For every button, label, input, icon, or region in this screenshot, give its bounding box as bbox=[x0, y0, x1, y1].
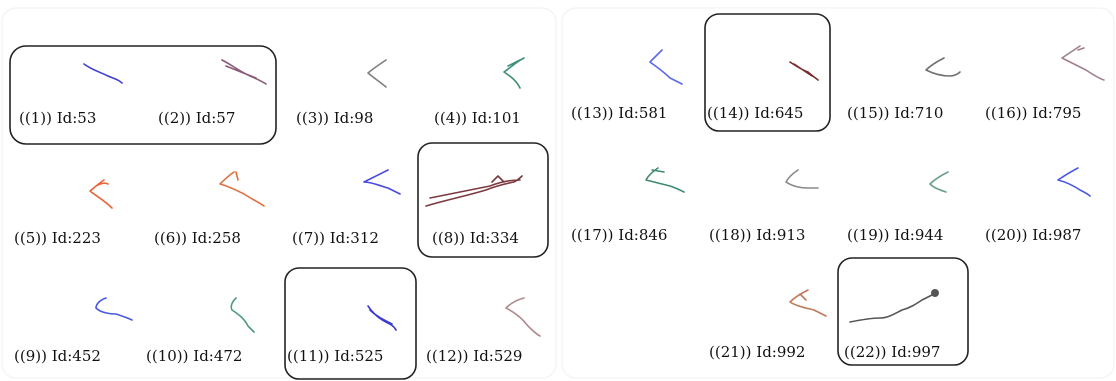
caption-14: ((14)) Id:645 bbox=[707, 104, 804, 122]
trajectory-2 bbox=[221, 59, 267, 85]
highlight-box-item-14 bbox=[704, 13, 831, 132]
trajectory-1 bbox=[83, 63, 123, 84]
caption-9: ((9)) Id:452 bbox=[14, 347, 101, 365]
caption-7: ((7)) Id:312 bbox=[292, 229, 379, 247]
caption-17: ((17)) Id:846 bbox=[571, 226, 668, 244]
left-panel-frame bbox=[1, 7, 557, 379]
caption-22: ((22)) Id:997 bbox=[844, 343, 941, 361]
caption-19: ((19)) Id:944 bbox=[847, 226, 944, 244]
trajectory-10 bbox=[230, 297, 255, 333]
caption-15: ((15)) Id:710 bbox=[847, 104, 944, 122]
caption-20: ((20)) Id:987 bbox=[985, 226, 1082, 244]
trajectory-9 bbox=[95, 297, 133, 321]
trajectory-16 bbox=[1061, 45, 1105, 81]
trajectory-3 bbox=[367, 59, 387, 88]
caption-8: ((8)) Id:334 bbox=[432, 229, 519, 247]
trajectory-13 bbox=[649, 49, 683, 85]
trajectory-21 bbox=[789, 289, 827, 317]
caption-5: ((5)) Id:223 bbox=[14, 229, 101, 247]
caption-18: ((18)) Id:913 bbox=[709, 226, 806, 244]
trajectory-19 bbox=[929, 171, 949, 193]
trajectory-14 bbox=[789, 61, 819, 81]
trajectory-6 bbox=[219, 171, 265, 207]
caption-11: ((11)) Id:525 bbox=[287, 347, 384, 365]
trajectory-17 bbox=[645, 167, 685, 193]
trajectory-22-endpoint bbox=[930, 288, 939, 297]
caption-12: ((12)) Id:529 bbox=[426, 347, 523, 365]
trajectory-5 bbox=[89, 179, 113, 209]
trajectory-22 bbox=[849, 293, 935, 323]
highlight-box-items-1-2 bbox=[9, 45, 277, 145]
caption-1: ((1)) Id:53 bbox=[19, 109, 97, 127]
caption-3: ((3)) Id:98 bbox=[296, 109, 374, 127]
trajectory-15 bbox=[925, 57, 961, 77]
trajectory-7 bbox=[363, 169, 401, 195]
highlight-box-item-8 bbox=[417, 142, 549, 258]
highlight-box-item-11 bbox=[284, 267, 417, 380]
caption-4: ((4)) Id:101 bbox=[434, 109, 521, 127]
caption-16: ((16)) Id:795 bbox=[985, 104, 1082, 122]
caption-6: ((6)) Id:258 bbox=[154, 229, 241, 247]
caption-2: ((2)) Id:57 bbox=[158, 109, 236, 127]
caption-13: ((13)) Id:581 bbox=[571, 104, 668, 122]
right-panel-frame bbox=[561, 7, 1115, 379]
highlight-box-item-22 bbox=[837, 257, 969, 366]
caption-10: ((10)) Id:472 bbox=[146, 347, 243, 365]
trajectory-8 bbox=[425, 175, 523, 207]
trajectory-4 bbox=[503, 57, 525, 89]
caption-21: ((21)) Id:992 bbox=[709, 343, 806, 361]
trajectory-20 bbox=[1057, 167, 1091, 197]
trajectory-11 bbox=[367, 305, 397, 331]
trajectory-12 bbox=[505, 297, 541, 337]
trajectory-18 bbox=[785, 169, 819, 189]
